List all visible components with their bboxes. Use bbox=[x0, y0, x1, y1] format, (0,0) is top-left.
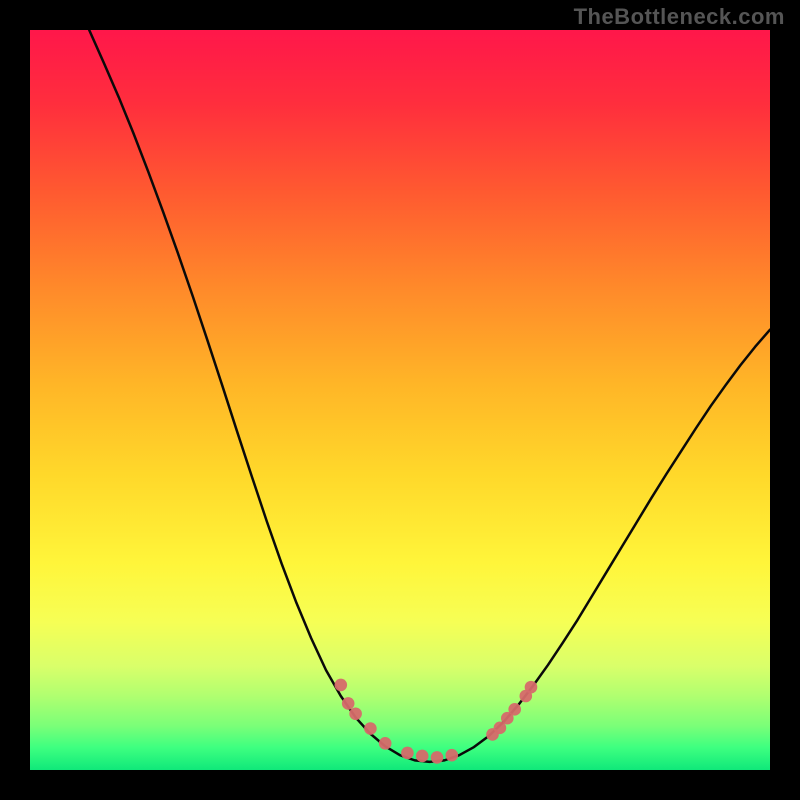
scatter-point bbox=[431, 751, 444, 764]
plot-background bbox=[30, 30, 770, 770]
scatter-point bbox=[335, 679, 348, 692]
scatter-point bbox=[379, 737, 392, 750]
bottleneck-curve-chart bbox=[30, 30, 770, 770]
scatter-point bbox=[342, 697, 355, 710]
scatter-point bbox=[401, 747, 414, 760]
scatter-point bbox=[349, 707, 362, 720]
scatter-point bbox=[416, 750, 429, 763]
scatter-point bbox=[508, 703, 521, 716]
chart-root: TheBottleneck.com bbox=[0, 0, 800, 800]
scatter-point bbox=[525, 681, 538, 694]
watermark-text: TheBottleneck.com bbox=[574, 4, 785, 30]
scatter-point bbox=[364, 722, 377, 735]
scatter-point bbox=[446, 749, 459, 762]
